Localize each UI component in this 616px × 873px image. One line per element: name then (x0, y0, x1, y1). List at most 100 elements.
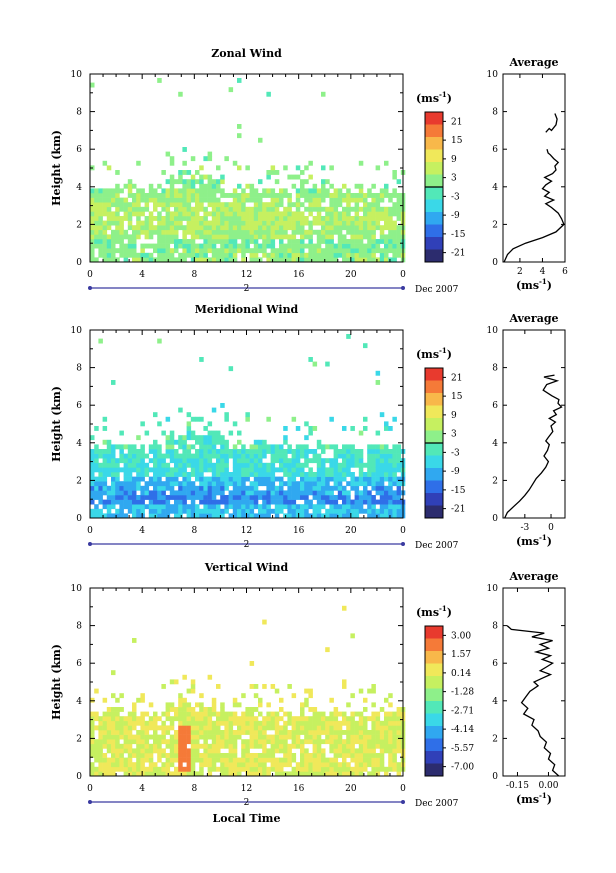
heatmap-cell (216, 753, 221, 758)
heatmap-cell (388, 467, 393, 473)
heatmap-cell (295, 239, 301, 244)
heatmap-cell (111, 504, 116, 510)
heatmap-cell (232, 197, 238, 203)
heatmap-cell (354, 229, 360, 235)
heatmap-cell (136, 739, 141, 745)
heatmap-cell (396, 458, 402, 464)
heatmap-cell (157, 449, 162, 454)
heatmap-cell (375, 225, 381, 231)
heatmap-cell (329, 197, 334, 203)
heatmap-cell (98, 248, 103, 254)
heatmap-cell (270, 453, 276, 459)
heatmap-cell (140, 739, 145, 745)
heatmap-cell (325, 730, 330, 735)
heatmap-cell (178, 472, 183, 477)
heatmap-cell (346, 193, 351, 198)
heatmap-cell (94, 688, 99, 694)
heatmap-cell (325, 248, 330, 254)
heatmap-cell (216, 225, 221, 231)
heatmap-cell (157, 211, 162, 217)
heatmap-cell (161, 467, 166, 473)
heatmap-cell (384, 711, 389, 717)
heatmap-cell (287, 481, 292, 487)
heatmap-cell (111, 739, 116, 745)
heatmap-cell (165, 702, 171, 708)
heatmap-cell (224, 193, 229, 198)
heatmap-cell (161, 711, 166, 717)
colorbar: 3.001.570.14-1.28-2.71-4.14-5.57-7.00(ms… (416, 604, 474, 777)
heatmap-cell (94, 467, 99, 473)
heatmap-cell (182, 485, 187, 491)
heatmap-cell (220, 239, 225, 244)
heatmap-cell (161, 216, 166, 221)
heatmap-cell (216, 716, 221, 722)
heatmap-cell (262, 188, 267, 194)
heatmap-cell (195, 248, 200, 254)
heatmap-cell (279, 239, 284, 244)
heatmap-cell (388, 766, 393, 772)
heatmap-cell (199, 472, 204, 477)
heatmap-cell (216, 743, 221, 749)
heatmap-cell (237, 229, 242, 235)
heatmap-cell (245, 739, 250, 745)
heatmap-cell (316, 766, 322, 772)
heatmap-cell (111, 762, 116, 768)
heatmap-cell (220, 495, 225, 500)
heatmap-cell (115, 753, 120, 758)
heatmap-cell (325, 734, 330, 740)
heatmap-cell (384, 193, 389, 198)
heatmap-cell (392, 188, 397, 194)
heatmap-cell (253, 513, 259, 519)
heatmap-cell (102, 416, 108, 422)
heatmap-cell (325, 766, 330, 772)
heatmap-cell (253, 197, 259, 203)
heatmap-cell (232, 160, 238, 166)
average-y-tick-label: 4 (492, 183, 498, 193)
heatmap-cell (396, 234, 402, 240)
heatmap-cell (94, 495, 99, 500)
heatmap-cell (396, 707, 402, 712)
heatmap-cell (224, 257, 229, 263)
heatmap-cell (325, 206, 330, 212)
heatmap-cell (106, 771, 112, 777)
heatmap-cell (178, 771, 183, 777)
heatmap-cell (94, 211, 99, 217)
heatmap-cell (140, 716, 145, 722)
heatmap-cell (148, 229, 154, 235)
heatmap-cell (232, 220, 238, 226)
heatmap-cell (379, 216, 385, 221)
heatmap-cell (127, 458, 133, 464)
heatmap-cell (136, 734, 141, 740)
heatmap-cell (237, 485, 242, 491)
heatmap-cell (199, 725, 204, 731)
heatmap-cell (178, 748, 183, 754)
heatmap-cell (346, 734, 351, 740)
heatmap-cell (195, 476, 200, 482)
heatmap-cell (300, 711, 305, 717)
heatmap-cell (266, 449, 271, 454)
heatmap-cell (241, 693, 246, 699)
heatmap-cell (258, 248, 263, 254)
heatmap-cell (363, 211, 368, 217)
heatmap-cell (325, 239, 330, 244)
heatmap-cell (388, 495, 393, 500)
heatmap-cell (253, 206, 259, 212)
heatmap-cell (274, 720, 280, 726)
heatmap-cell (211, 435, 217, 441)
heatmap-cell (291, 449, 297, 454)
heatmap-cell (354, 504, 360, 510)
heatmap-cell (253, 188, 259, 194)
heatmap-cell (371, 753, 376, 758)
heatmap-cell (237, 248, 242, 254)
heatmap-cell (392, 170, 397, 175)
heatmap-cell (211, 243, 217, 249)
heatmap-cell (174, 771, 179, 777)
heatmap-cell (396, 197, 402, 203)
heatmap-cell (157, 757, 162, 763)
heatmap-cell (119, 508, 124, 514)
heatmap-cell (203, 720, 208, 726)
heatmap-cell (186, 734, 192, 740)
heatmap-cell (207, 225, 213, 231)
heatmap-cell (342, 508, 347, 514)
heatmap-cell (384, 697, 389, 703)
